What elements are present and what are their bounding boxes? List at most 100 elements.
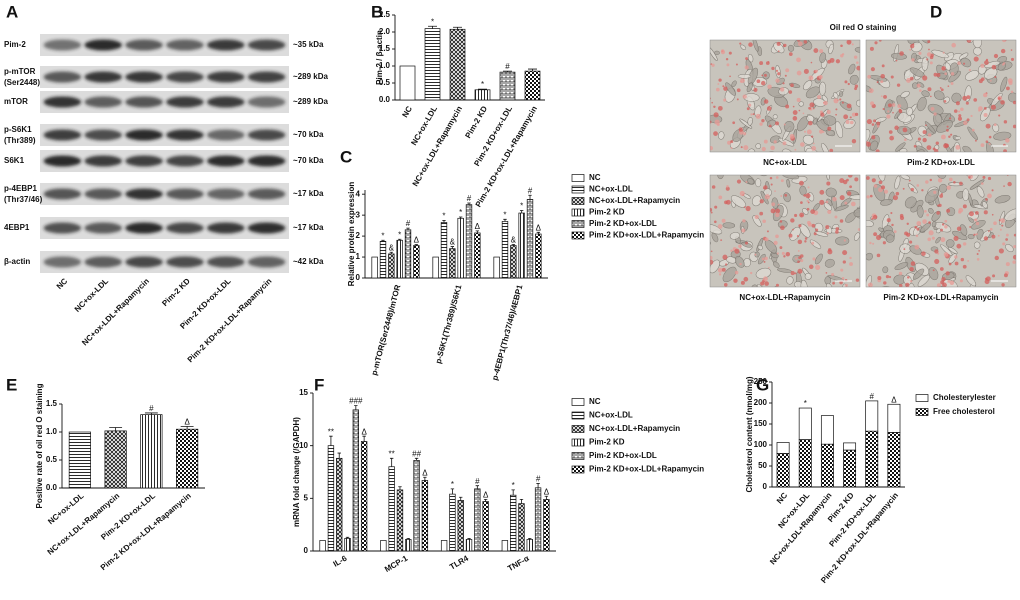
significance-mark: * — [459, 208, 462, 217]
blot-strip — [40, 91, 289, 113]
error-bar — [337, 452, 341, 459]
significance-mark: Δ — [483, 490, 489, 499]
lipid-droplet — [874, 41, 878, 45]
lipid-droplet — [959, 181, 963, 186]
lipid-droplet — [1000, 218, 1005, 223]
blot-lane-label: NC+ox-LDL — [73, 276, 110, 313]
lipid-droplet — [907, 276, 910, 279]
lipid-droplet — [1005, 138, 1010, 143]
lipid-droplet — [841, 101, 844, 104]
cell — [804, 272, 812, 280]
lipid-droplet — [933, 72, 938, 77]
lipid-droplet — [934, 249, 939, 254]
bar — [501, 540, 509, 552]
lipid-droplet — [1001, 283, 1005, 287]
y-tick-label: 50 — [758, 461, 767, 470]
error-bar — [544, 495, 549, 500]
lipid-droplet — [974, 218, 978, 222]
y-tick-label: 0.0 — [46, 483, 58, 492]
error-bar — [414, 244, 419, 246]
lipid-droplet — [794, 148, 797, 151]
y-tick-label: 200 — [754, 398, 768, 407]
cell — [866, 252, 873, 261]
y-tick-label: 10 — [299, 441, 308, 450]
cell — [754, 304, 767, 320]
lipid-droplet — [936, 73, 941, 78]
lipid-droplet — [916, 83, 921, 88]
lipid-droplet — [739, 190, 745, 197]
cell — [848, 63, 856, 75]
lipid-droplet — [1007, 181, 1012, 187]
blot-band — [247, 155, 286, 167]
error-bar — [475, 230, 480, 233]
y-axis-label: mRNA fold change (/GAPDH) — [292, 417, 301, 527]
cell — [1007, 92, 1016, 103]
lipid-droplet — [871, 178, 876, 183]
blot-band — [166, 96, 204, 108]
lipid-droplet — [855, 278, 860, 282]
lipid-droplet — [941, 276, 946, 282]
lipid-droplet — [784, 193, 788, 197]
cell — [965, 303, 978, 322]
legend-swatch — [571, 174, 585, 182]
lipid-droplet — [853, 55, 858, 59]
cell — [835, 121, 844, 139]
cell — [866, 219, 874, 228]
cell — [746, 23, 752, 29]
lipid-droplet — [1010, 90, 1014, 94]
lipid-droplet — [994, 75, 997, 79]
error-bar — [528, 194, 532, 200]
lipid-droplet — [717, 83, 720, 85]
bar — [140, 414, 163, 489]
blot-band — [247, 96, 286, 108]
image-caption: Pim-2 KD+ox-LDL+Rapamycin — [883, 293, 998, 302]
lipid-droplet — [926, 213, 930, 217]
bar — [421, 480, 429, 552]
blot-size-label: ~17 kDa — [293, 189, 324, 198]
lipid-droplet — [796, 97, 801, 102]
lipid-droplet — [902, 127, 908, 133]
lipid-droplet — [950, 133, 953, 136]
lipid-droplet — [735, 63, 738, 66]
lipid-droplet — [739, 262, 742, 266]
error-bar — [144, 412, 158, 415]
lipid-droplet — [829, 148, 834, 152]
cell — [967, 126, 978, 141]
lipid-droplet — [808, 106, 811, 110]
significance-mark: * — [431, 17, 434, 26]
lipid-droplet — [817, 95, 821, 99]
cell — [783, 121, 795, 133]
lipid-droplet — [1000, 100, 1005, 105]
lipid-droplet — [949, 280, 955, 286]
bar — [887, 432, 901, 488]
significance-mark: # — [467, 194, 472, 203]
lipid-droplet — [1002, 242, 1006, 246]
lipid-droplet — [714, 220, 717, 224]
lipid-droplet — [991, 189, 994, 192]
y-tick-label: 1.0 — [46, 427, 58, 436]
error-bar — [450, 488, 455, 495]
bar — [543, 499, 550, 552]
lipid-droplet — [809, 102, 815, 108]
lipid-droplet — [797, 40, 801, 42]
lipid-droplet — [885, 274, 890, 279]
significance-mark: ** — [389, 449, 395, 458]
blot-band — [206, 129, 245, 141]
micrograph — [710, 23, 860, 152]
image-caption: NC+ox-LDL — [763, 158, 807, 167]
lipid-droplet — [810, 61, 813, 64]
lipid-droplet — [796, 57, 801, 63]
bar — [405, 539, 412, 552]
lipid-droplet — [998, 219, 1001, 222]
lipid-droplet — [998, 114, 1001, 117]
lipid-droplet — [943, 252, 949, 257]
lipid-droplet — [782, 141, 787, 146]
lipid-droplet — [770, 145, 775, 151]
micrograph — [866, 175, 1016, 322]
lipid-droplet — [882, 241, 886, 245]
lipid-droplet — [820, 112, 825, 117]
lipid-droplet — [804, 130, 806, 133]
cell — [737, 74, 752, 79]
lipid-droplet — [804, 237, 808, 240]
legend-label: Pim-2 KD+ox-LDL — [589, 451, 657, 460]
